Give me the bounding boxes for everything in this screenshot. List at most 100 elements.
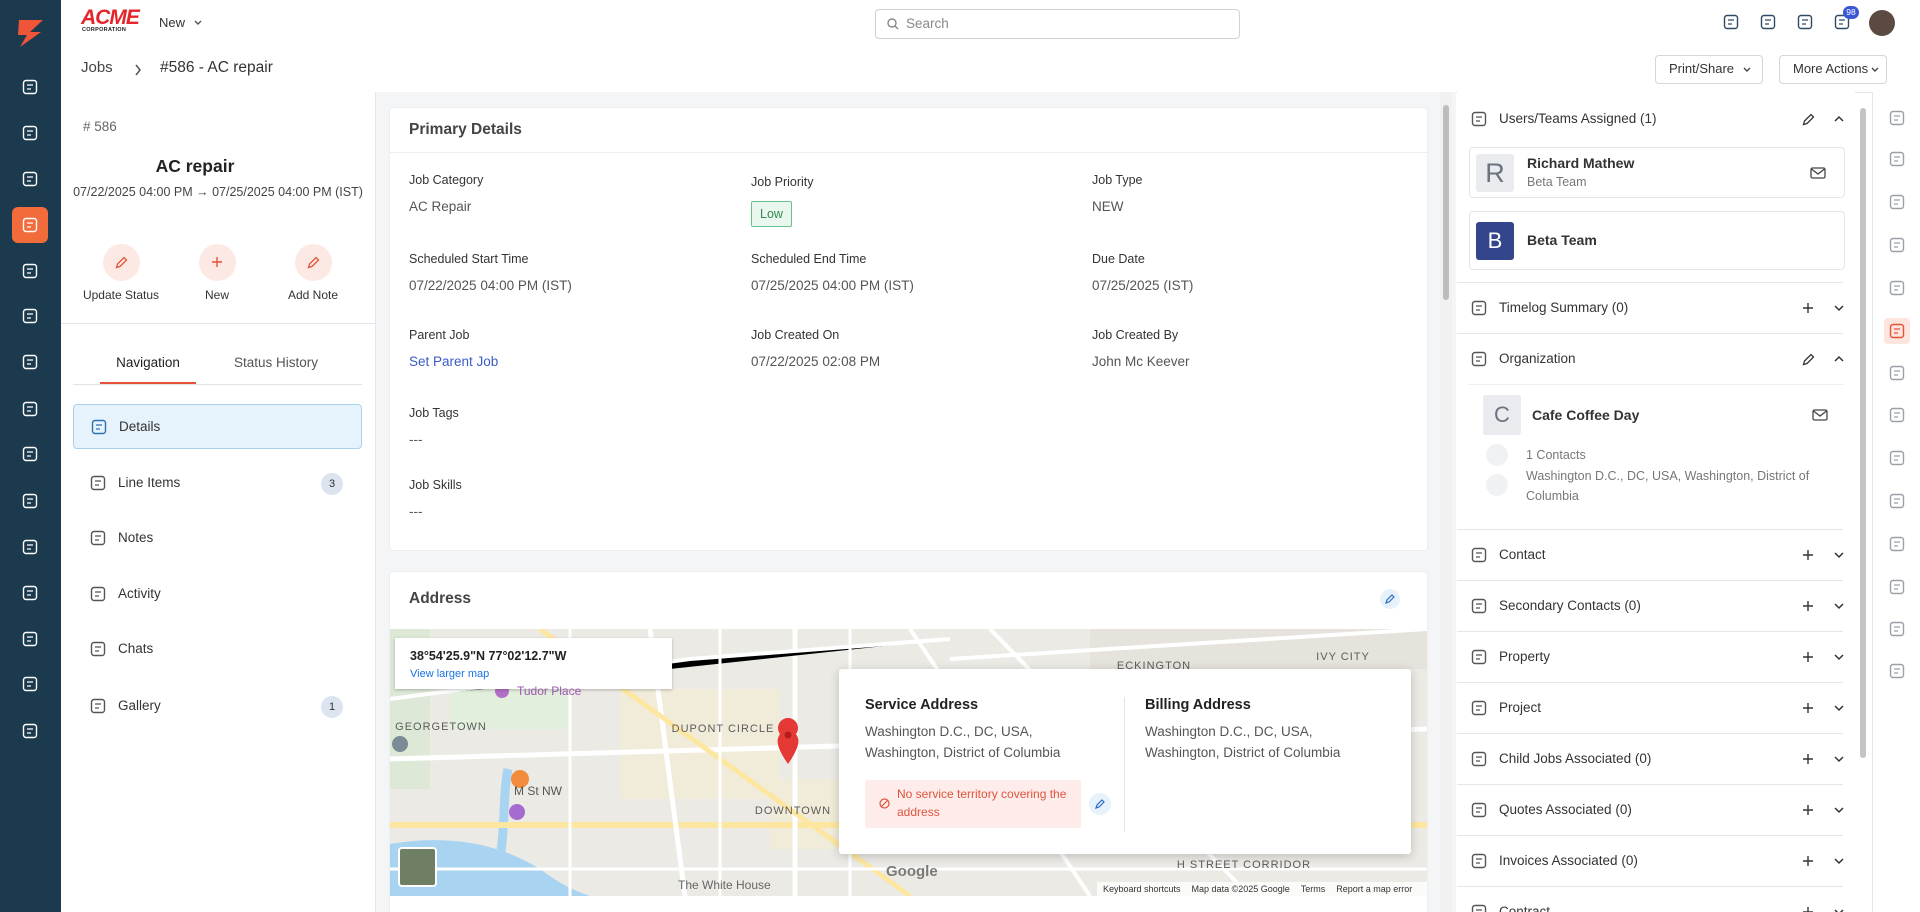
rail-icon[interactable]	[1889, 407, 1905, 423]
rail-icon[interactable]	[1889, 194, 1905, 210]
rail-icon[interactable]	[1889, 493, 1905, 509]
rail-icon[interactable]	[1889, 280, 1905, 296]
section-header[interactable]: Contact	[1457, 530, 1844, 580]
map[interactable]: 38°54'25.9"N 77°02'12.7"W View larger ma…	[390, 629, 1427, 896]
section-header[interactable]: Property	[1457, 632, 1844, 682]
sidebar-icon[interactable]	[22, 446, 38, 462]
rail-icon[interactable]	[1889, 323, 1905, 339]
expand-button[interactable]	[1834, 704, 1844, 712]
tab[interactable]: Status History	[233, 355, 319, 370]
rail-icon[interactable]	[1889, 365, 1905, 381]
mail-button[interactable]	[1812, 408, 1828, 422]
toolbar-icon[interactable]	[1723, 14, 1739, 30]
breadcrumb-parent[interactable]: Jobs	[81, 59, 113, 76]
nav-item[interactable]: Line Items 3	[73, 461, 362, 506]
rail-icon[interactable]	[1889, 237, 1905, 253]
sidebar-icon[interactable]	[22, 493, 38, 509]
assignee-card[interactable]: B Beta Team	[1469, 211, 1845, 270]
sidebar-icon[interactable]	[22, 676, 38, 692]
section-header[interactable]: Timelog Summary (0)	[1457, 283, 1844, 333]
view-larger-map-link[interactable]: View larger map	[410, 668, 490, 680]
attribution-item[interactable]: Map data ©2025 Google	[1191, 884, 1290, 894]
add-button[interactable]	[1802, 753, 1814, 765]
sidebar-icon[interactable]	[22, 401, 38, 417]
rail-icon[interactable]	[1889, 663, 1905, 679]
organization-name[interactable]: Cafe Coffee Day	[1532, 407, 1640, 423]
sidebar-icon[interactable]	[22, 585, 38, 601]
attribution-item[interactable]: Terms	[1300, 884, 1326, 894]
expand-button[interactable]	[1834, 857, 1844, 865]
scroll-thumb[interactable]	[1860, 108, 1866, 758]
section-header[interactable]: Invoices Associated (0)	[1457, 836, 1844, 886]
action-button[interactable]	[103, 244, 140, 281]
expand-button[interactable]	[1834, 806, 1844, 814]
print-share-button[interactable]: Print/Share	[1655, 55, 1763, 84]
nav-item[interactable]: Details	[73, 404, 362, 449]
sidebar-icon[interactable]	[22, 723, 38, 739]
new-menu[interactable]: New	[159, 12, 209, 34]
rail-icon[interactable]	[1889, 621, 1905, 637]
rail-icon[interactable]	[1889, 579, 1905, 595]
section-header[interactable]: Contract	[1457, 887, 1844, 912]
more-actions-button[interactable]: More Actions	[1779, 55, 1887, 84]
rail-icon[interactable]	[1889, 110, 1905, 126]
nav-item[interactable]: Activity	[73, 572, 362, 617]
section-header[interactable]: Quotes Associated (0)	[1457, 785, 1844, 835]
nav-item[interactable]: Gallery 1	[73, 684, 362, 729]
add-button[interactable]	[1802, 651, 1814, 663]
app-logo[interactable]	[16, 17, 46, 49]
section-header[interactable]: Child Jobs Associated (0)	[1457, 734, 1844, 784]
add-button[interactable]	[1802, 855, 1814, 867]
edit-button[interactable]	[1802, 353, 1815, 366]
tab[interactable]: Navigation	[116, 355, 180, 370]
add-button[interactable]	[1802, 804, 1814, 816]
action-button[interactable]	[295, 244, 332, 281]
logo[interactable]: ACME CORPORATION	[81, 7, 143, 37]
sidebar-icon[interactable]	[22, 631, 38, 647]
rail-icon[interactable]	[1889, 536, 1905, 552]
sidebar-icon[interactable]	[22, 217, 38, 233]
attribution-item[interactable]: Keyboard shortcuts	[1103, 884, 1181, 894]
edit-button[interactable]	[1802, 113, 1815, 126]
field-link[interactable]: Set Parent Job	[409, 354, 499, 369]
expand-button[interactable]	[1834, 551, 1844, 559]
rail-icon[interactable]	[1889, 450, 1905, 466]
action-button[interactable]	[199, 244, 236, 281]
collapse-button[interactable]	[1834, 115, 1844, 123]
scroll-thumb[interactable]	[1443, 105, 1449, 300]
section-header[interactable]: Project	[1457, 683, 1844, 733]
add-button[interactable]	[1802, 302, 1814, 314]
assignee-card[interactable]: R Richard Mathew Beta Team	[1469, 147, 1845, 198]
sidebar-icon[interactable]	[22, 354, 38, 370]
nav-item[interactable]: Notes	[73, 516, 362, 561]
add-button[interactable]	[1802, 906, 1814, 912]
section-header[interactable]: Secondary Contacts (0)	[1457, 581, 1844, 631]
collapse-button[interactable]	[1834, 355, 1844, 363]
sidebar-icon[interactable]	[22, 308, 38, 324]
add-button[interactable]	[1802, 600, 1814, 612]
mail-button[interactable]	[1810, 166, 1826, 180]
edit-territory-button[interactable]	[1089, 793, 1111, 815]
add-button[interactable]	[1802, 702, 1814, 714]
sidebar-icon[interactable]	[22, 125, 38, 141]
sidebar-icon[interactable]	[22, 79, 38, 95]
expand-button[interactable]	[1834, 602, 1844, 610]
sidebar-icon[interactable]	[22, 171, 38, 187]
add-button[interactable]	[1802, 549, 1814, 561]
contacts-count[interactable]: 1 Contacts	[1526, 448, 1586, 462]
search-box[interactable]: Search	[875, 9, 1240, 39]
toolbar-icon[interactable]	[1797, 14, 1813, 30]
edit-address-button[interactable]	[1380, 589, 1400, 609]
section-header[interactable]: Organization	[1457, 334, 1844, 384]
expand-button[interactable]	[1834, 304, 1844, 312]
expand-button[interactable]	[1834, 653, 1844, 661]
expand-button[interactable]	[1834, 908, 1844, 912]
toolbar-icon[interactable]	[1834, 14, 1850, 30]
toolbar-icon[interactable]	[1760, 14, 1776, 30]
nav-item[interactable]: Chats	[73, 627, 362, 672]
sidebar-icon[interactable]	[22, 263, 38, 279]
user-avatar[interactable]	[1869, 10, 1895, 36]
attribution-item[interactable]: Report a map error	[1336, 884, 1413, 894]
expand-button[interactable]	[1834, 755, 1844, 763]
sidebar-icon[interactable]	[22, 539, 38, 555]
